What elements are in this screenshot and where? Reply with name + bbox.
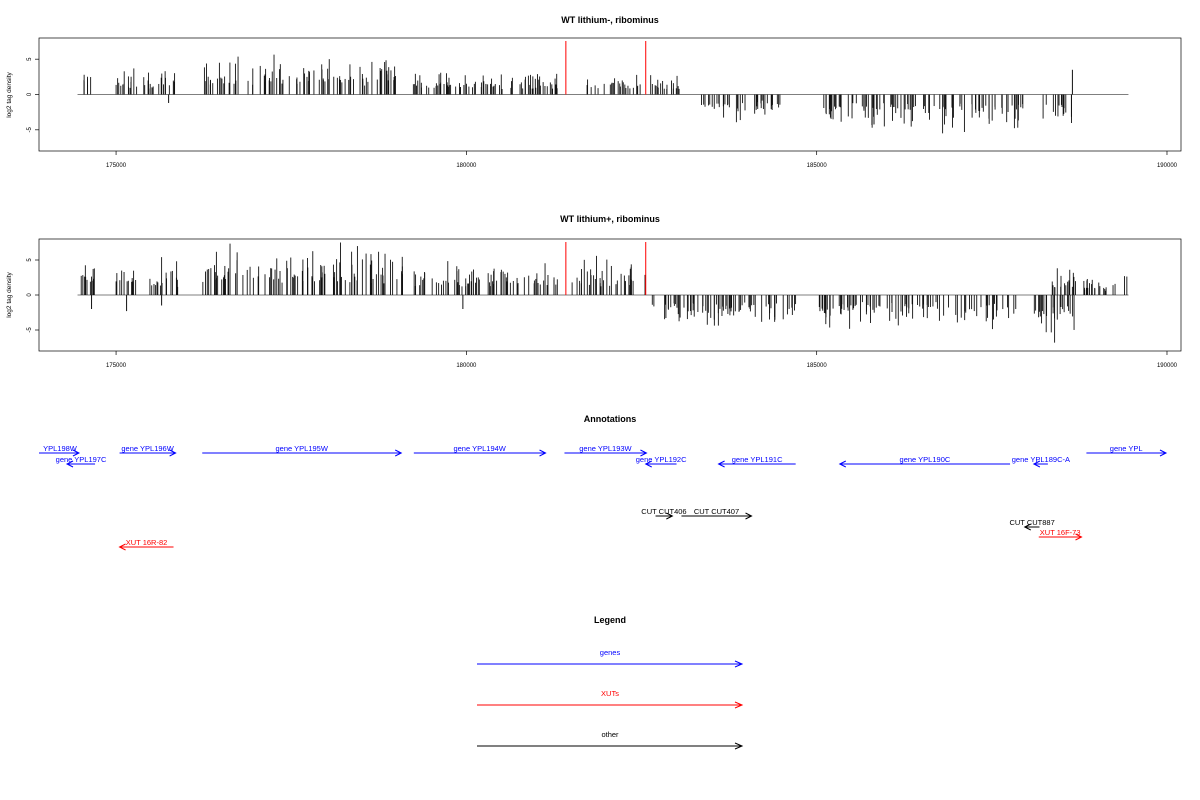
feature-label: CUT CUT407: [694, 507, 739, 516]
arrowhead-icon: [745, 512, 753, 520]
arrowhead-icon: [169, 449, 177, 457]
arrowhead-icon: [118, 543, 126, 551]
y-tick-label: 0: [27, 92, 33, 96]
density-bars: [77, 242, 1129, 343]
feature-other: CUT CUT407: [681, 507, 753, 520]
feature-label: YPL198W: [43, 444, 78, 453]
feature-label: gene YPL195W: [276, 444, 329, 453]
panel-title: WT lithium+, ribominus: [560, 214, 660, 224]
feature-label: gene YPL197C: [56, 455, 107, 464]
feature-xuts: XUT 16R-82: [118, 538, 174, 551]
feature-other: CUT CUT406: [641, 507, 687, 520]
arrowhead-icon: [1159, 449, 1168, 457]
legend: Legend genes XUTs other: [477, 615, 744, 750]
x-tick-label: 185000: [807, 363, 828, 369]
legend-items: genes XUTs other: [477, 648, 744, 750]
y-tick-label: 5: [27, 57, 33, 61]
feature-label: gene YPL194W: [453, 444, 506, 453]
y-tick-label: -5: [27, 327, 33, 333]
feature-genes: gene YPL195W: [202, 444, 403, 457]
x-tick-label: 190000: [1157, 363, 1178, 369]
arrowhead-icon: [734, 660, 744, 668]
x-tick-label: 180000: [456, 163, 477, 169]
arrowhead-icon: [1023, 523, 1031, 531]
arrowhead-icon: [394, 449, 403, 457]
feature-label: gene YPL191C: [732, 455, 783, 464]
x-tick-label: 190000: [1157, 163, 1178, 169]
legend-title: Legend: [594, 615, 626, 625]
feature-other: CUT CUT887: [1009, 518, 1055, 531]
arrowhead-icon: [734, 701, 744, 709]
arrowhead-icon: [539, 449, 547, 457]
x-tick-label: 175000: [106, 363, 127, 369]
arrowhead-icon: [644, 460, 652, 468]
panel-title: WT lithium-, ribominus: [561, 15, 659, 25]
feature-genes: gene YPL196W: [119, 444, 177, 457]
feature-genes: YPL198W: [39, 444, 81, 457]
y-axis-label: log2 tag density: [6, 71, 13, 117]
x-tick-label: 180000: [456, 363, 477, 369]
feature-genes: gene YPL197C: [56, 455, 107, 468]
arrowhead-icon: [838, 460, 847, 468]
feature-arrows: YPL198W gene YPL197C gene YPL196W gene YPL1…: [39, 444, 1168, 551]
feature-genes: gene YPL190C: [838, 455, 1011, 468]
feature-label: gene YPL189C-A: [1012, 455, 1070, 464]
annotations-track: Annotations YPL198W gene YPL197C gene YPL1…: [39, 414, 1168, 551]
feature-label: gene YPL193W: [579, 444, 632, 453]
feature-label: XUT 16F-73: [1040, 528, 1081, 537]
arrowhead-icon: [734, 742, 744, 750]
arrowhead-icon: [666, 512, 674, 520]
feature-xuts: XUT 16F-73: [1038, 528, 1083, 541]
feature-label: gene YPL192C: [636, 455, 687, 464]
feature-label: XUT 16R-82: [126, 538, 168, 547]
y-tick-label: 0: [27, 293, 33, 297]
arrowhead-icon: [1075, 533, 1083, 541]
x-tick-label: 175000: [106, 163, 127, 169]
arrowhead-icon: [72, 449, 81, 457]
legend-label: genes: [600, 648, 621, 657]
arrowhead-icon: [640, 449, 648, 457]
feature-label: gene YPL: [1110, 444, 1143, 453]
feature-label: gene YPL190C: [900, 455, 951, 464]
arrowhead-icon: [1032, 460, 1041, 468]
feature-label: CUT CUT406: [641, 507, 686, 516]
legend-item-other: other: [477, 730, 744, 750]
x-tick-label: 185000: [807, 163, 828, 169]
density-bars: [77, 41, 1129, 134]
arrowhead-icon: [717, 460, 725, 468]
feature-label: CUT CUT887: [1009, 518, 1054, 527]
feature-genes: gene YPL191C: [717, 455, 796, 468]
legend-label: other: [601, 730, 619, 739]
axis-ticks: 175000 180000 185000 190000 -5 0 5: [27, 258, 1178, 369]
y-tick-label: 5: [27, 258, 33, 262]
feature-genes: gene YPL: [1086, 444, 1168, 457]
track-panel-lithium-minus: WT lithium-, ribominus 175000 180000 18500…: [6, 15, 1182, 169]
track-panel-lithium-plus: WT lithium+, ribominus 175000 180000 18500…: [6, 214, 1182, 369]
legend-item-genes: genes: [477, 648, 744, 668]
feature-label: gene YPL196W: [121, 444, 174, 453]
y-tick-label: -5: [27, 126, 33, 132]
axis-ticks: 175000 180000 185000 190000 -5 0 5: [27, 57, 1178, 169]
feature-genes: gene YPL192C: [636, 455, 687, 468]
annotations-title: Annotations: [584, 414, 637, 424]
feature-genes: gene YPL189C-A: [1012, 455, 1070, 468]
feature-genes: gene YPL194W: [413, 444, 547, 457]
arrowhead-icon: [65, 460, 74, 468]
legend-item-xuts: XUTs: [477, 689, 744, 709]
legend-label: XUTs: [601, 689, 619, 698]
y-axis-label: log2 tag density: [6, 271, 13, 317]
feature-genes: gene YPL193W: [564, 444, 648, 457]
